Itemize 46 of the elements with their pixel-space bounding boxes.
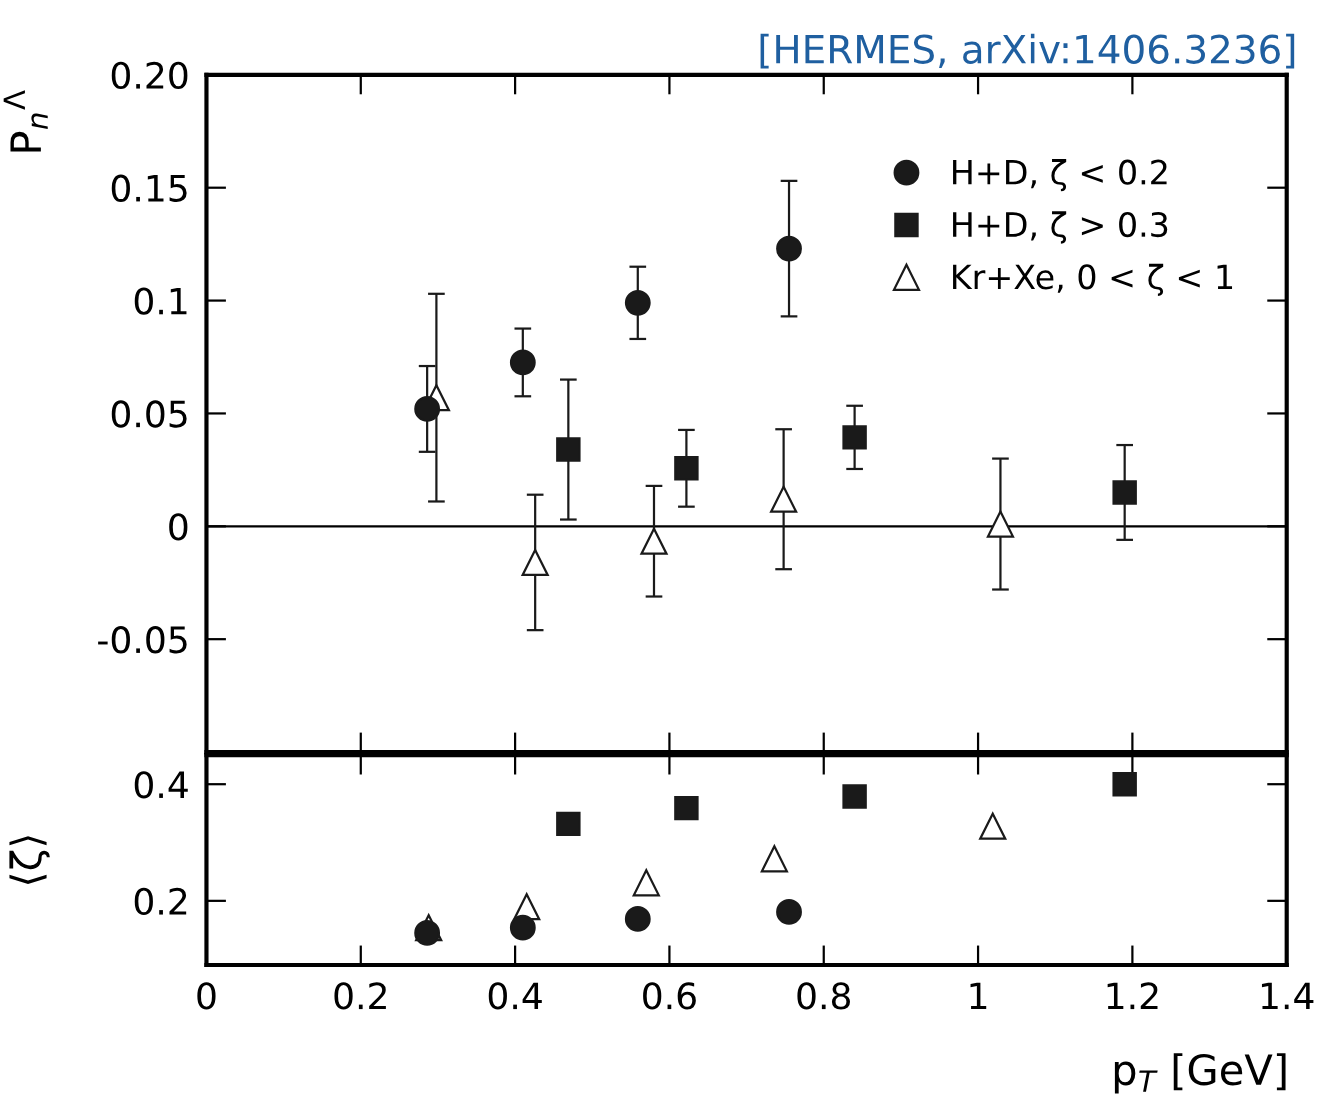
point bbox=[1112, 480, 1137, 505]
point bbox=[556, 437, 581, 462]
x-tick-label: 1.2 bbox=[1107, 982, 1158, 1010]
x-tick-label: 0.8 bbox=[797, 982, 850, 1010]
legend-label: Kr+Xe, 0 < ζ < 1 bbox=[953, 263, 1233, 296]
chart-title: [HERMES, arXiv:1406.3236] bbox=[760, 33, 1295, 69]
point bbox=[986, 510, 1015, 538]
point bbox=[521, 548, 549, 577]
y-tick-label: 0.05 bbox=[111, 400, 187, 428]
point bbox=[624, 289, 651, 316]
y-tick-label: 0.15 bbox=[111, 174, 187, 202]
legend-label: H+D, ζ > 0.3 bbox=[953, 211, 1168, 244]
y-axis-title: P$_{n}$$^{Λ}$ bbox=[3, 90, 48, 152]
point bbox=[842, 784, 867, 809]
y-axis-title: ⟨ζ⟩ bbox=[9, 836, 50, 884]
legend-label: H+D, ζ < 0.2 bbox=[953, 159, 1167, 192]
point bbox=[556, 811, 581, 837]
x-tick-label: 0.2 bbox=[334, 982, 386, 1010]
x-tick-label: 0.6 bbox=[643, 982, 696, 1010]
point bbox=[1112, 771, 1137, 797]
point bbox=[674, 795, 699, 821]
point bbox=[509, 349, 536, 376]
point bbox=[624, 906, 651, 932]
x-tick-label: 1 bbox=[970, 982, 987, 1010]
y-tick-label: 0.4 bbox=[134, 771, 188, 799]
x-axis-title: p$_{T}$ [GeV] bbox=[1114, 1053, 1286, 1094]
point bbox=[509, 914, 536, 941]
point bbox=[770, 485, 798, 513]
y-tick-label: 0 bbox=[169, 513, 188, 541]
point bbox=[674, 456, 699, 481]
point bbox=[979, 812, 1007, 840]
x-tick-label: 0.4 bbox=[488, 982, 542, 1010]
point bbox=[632, 869, 660, 897]
x-tick-label: 0 bbox=[197, 982, 216, 1010]
y-tick-label: 0.1 bbox=[134, 287, 187, 315]
point bbox=[414, 920, 441, 946]
point bbox=[842, 425, 867, 450]
point bbox=[414, 396, 441, 422]
y-tick-label: 0.2 bbox=[134, 887, 187, 916]
point bbox=[776, 899, 802, 925]
y-tick-label: -0.05 bbox=[98, 626, 187, 654]
point bbox=[776, 235, 802, 262]
point bbox=[760, 845, 788, 873]
x-tick-label: 1.4 bbox=[1261, 982, 1314, 1010]
point bbox=[640, 527, 668, 555]
y-tick-label: 0.20 bbox=[111, 61, 188, 90]
